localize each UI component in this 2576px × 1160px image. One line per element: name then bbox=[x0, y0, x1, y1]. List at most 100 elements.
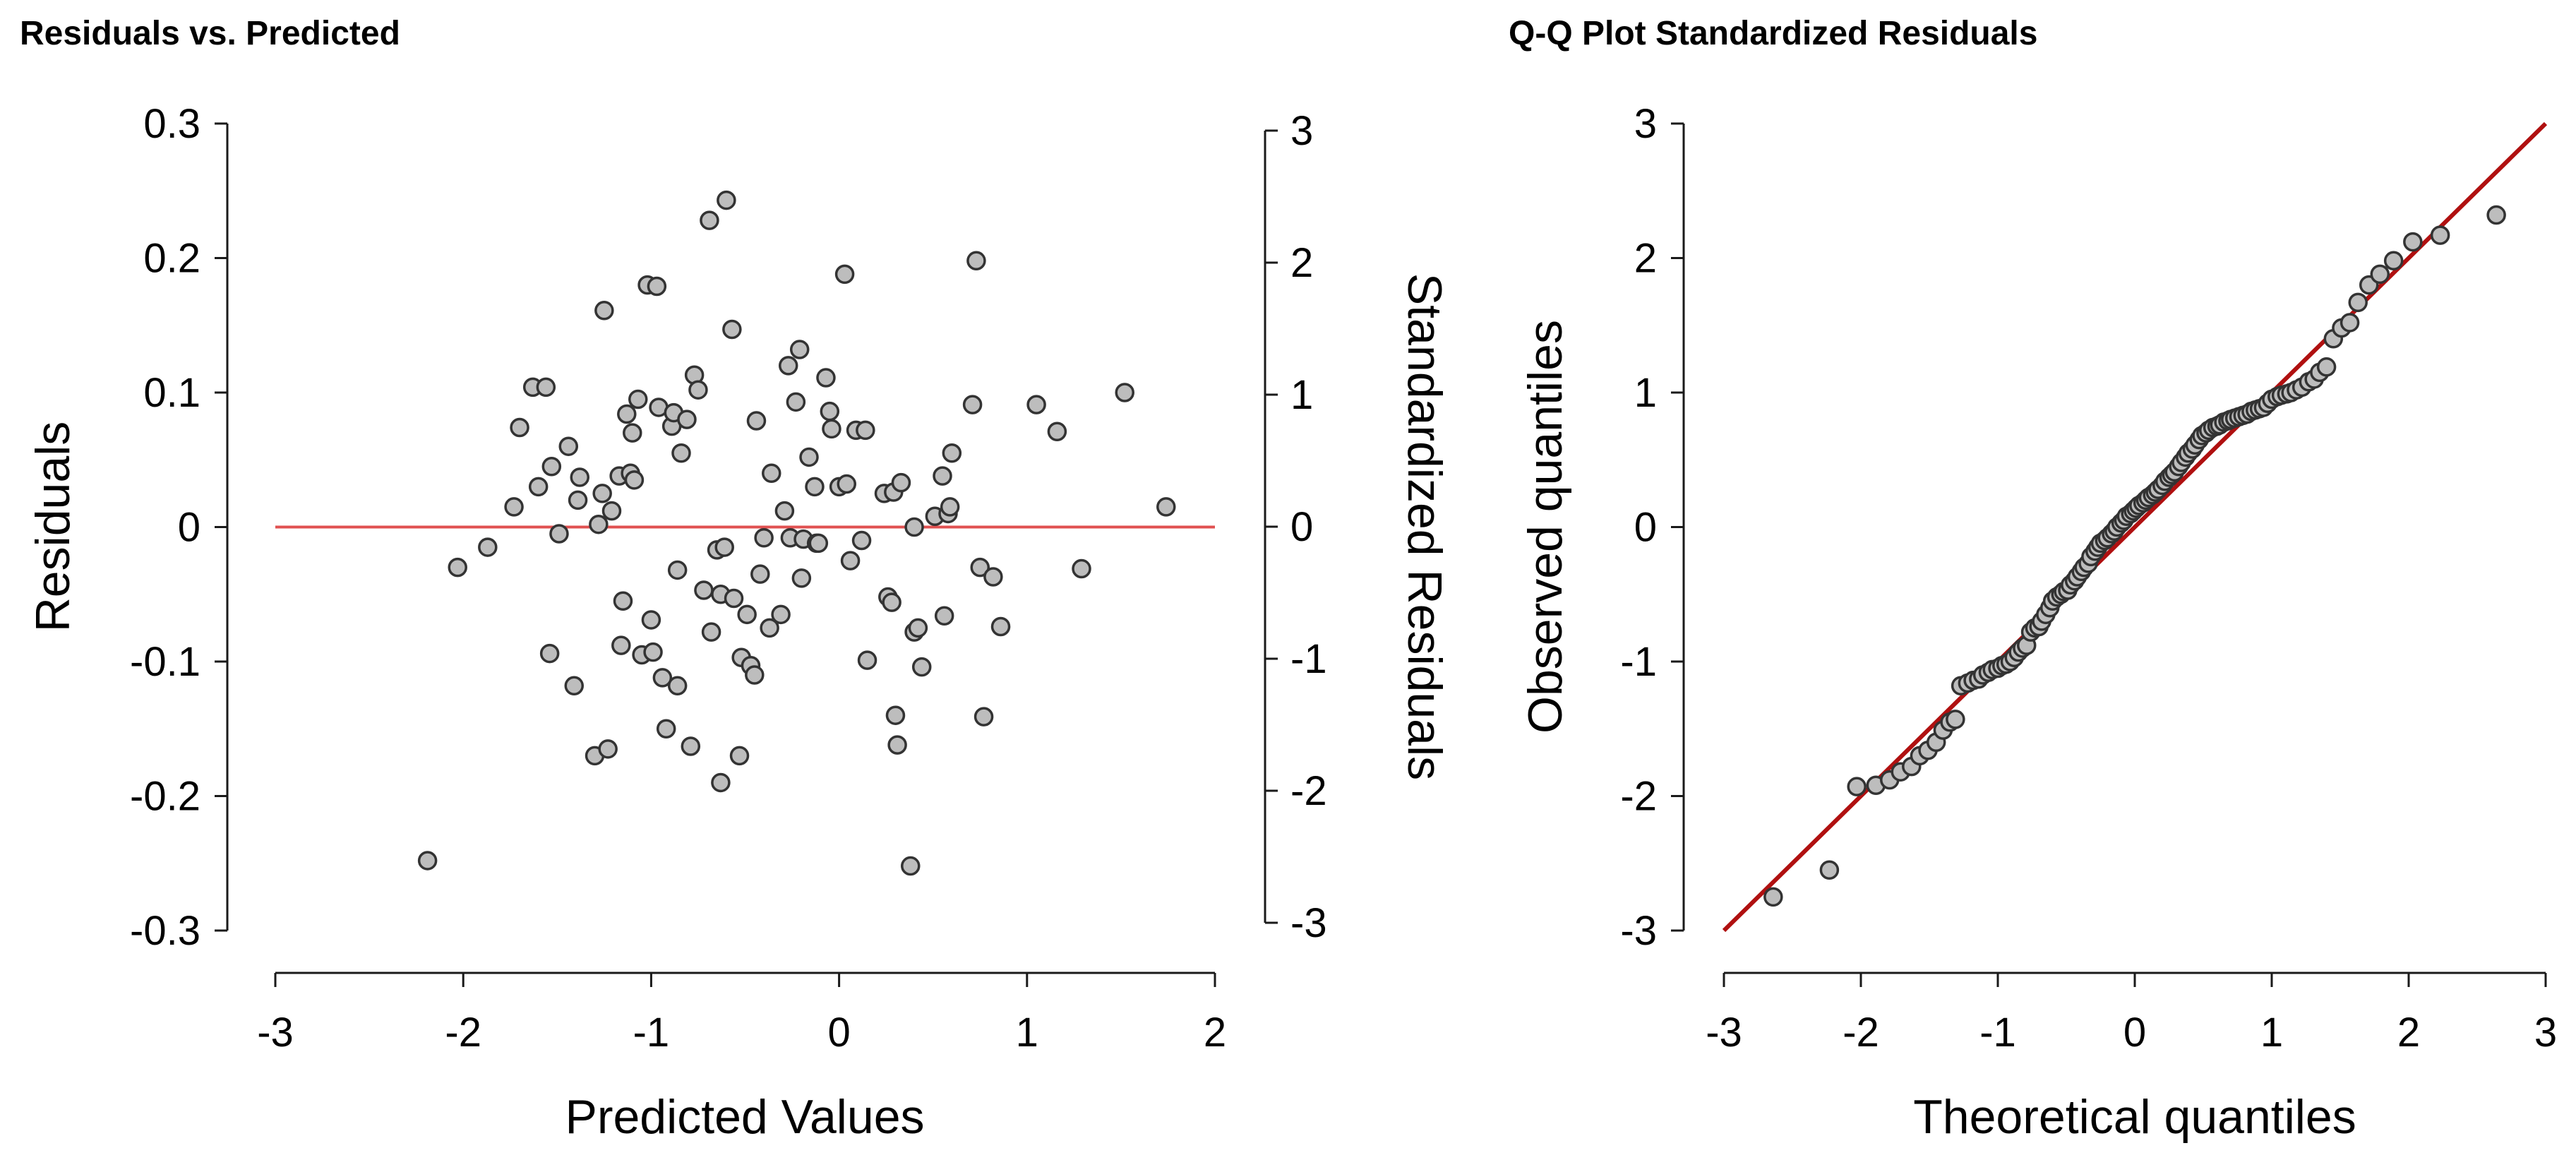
data-point bbox=[934, 606, 954, 626]
data-point bbox=[908, 618, 928, 638]
y-tick-label: -0.2 bbox=[130, 774, 200, 820]
y-tick-label: 1 bbox=[1634, 370, 1657, 416]
data-point bbox=[510, 417, 529, 438]
data-point bbox=[601, 501, 622, 521]
y2-axis-ticks: -3 -2 -1 0 1 2 3 bbox=[1265, 108, 1327, 946]
data-point bbox=[974, 707, 994, 727]
data-points bbox=[1763, 205, 2506, 907]
data-point bbox=[2370, 264, 2390, 285]
y-tick-label: 0 bbox=[178, 505, 200, 551]
x-tick-label: 3 bbox=[2534, 1010, 2557, 1056]
data-point bbox=[791, 568, 812, 588]
x-tick-label: -3 bbox=[257, 1010, 294, 1056]
data-point bbox=[681, 736, 701, 756]
y2-tick-label: 3 bbox=[1290, 108, 1313, 154]
y-axis-title: Residuals bbox=[26, 421, 80, 633]
data-point bbox=[624, 470, 645, 490]
data-point bbox=[816, 368, 836, 388]
y-axis-title: Observed quantiles bbox=[1518, 320, 1572, 734]
data-point bbox=[966, 251, 986, 271]
data-point bbox=[564, 676, 585, 696]
data-point bbox=[714, 537, 734, 557]
data-point bbox=[677, 409, 697, 429]
data-point bbox=[851, 530, 872, 551]
data-point bbox=[671, 443, 691, 463]
chart-title: Residuals vs. Predicted bbox=[20, 15, 400, 52]
data-point bbox=[594, 301, 614, 321]
data-point bbox=[786, 392, 806, 412]
x-tick-label: 2 bbox=[2397, 1010, 2420, 1056]
x-axis-ticks: -3 -2 -1 0 1 2 bbox=[257, 973, 1226, 1056]
data-point bbox=[528, 477, 549, 497]
data-point bbox=[933, 466, 952, 486]
data-point bbox=[990, 616, 1011, 637]
qq-reference-line bbox=[1722, 121, 2548, 933]
data-point bbox=[2430, 225, 2450, 245]
data-point bbox=[539, 643, 560, 664]
data-point bbox=[2348, 292, 2368, 313]
y-tick-label: -0.3 bbox=[130, 908, 200, 954]
data-point bbox=[901, 856, 921, 876]
x-tick-label: -1 bbox=[1979, 1010, 2016, 1056]
data-point bbox=[750, 564, 770, 584]
qq-plot-panel: Q-Q Plot Standardized Residuals -3 -2 -1 0 1… bbox=[1509, 15, 2557, 1144]
x-tick-label: -1 bbox=[633, 1010, 670, 1056]
x-tick-label: 0 bbox=[827, 1010, 850, 1056]
chart-title: Q-Q Plot Standardized Residuals bbox=[1509, 15, 2037, 52]
data-point bbox=[1156, 497, 1176, 517]
data-point bbox=[617, 404, 637, 424]
data-point bbox=[448, 557, 467, 578]
data-point bbox=[799, 447, 819, 467]
data-point bbox=[667, 676, 688, 696]
x-tick-label: -2 bbox=[445, 1010, 481, 1056]
data-point bbox=[911, 657, 932, 677]
data-point bbox=[856, 420, 875, 441]
data-point bbox=[885, 705, 906, 725]
data-point bbox=[942, 443, 962, 463]
data-point bbox=[983, 567, 1003, 587]
data-point bbox=[837, 474, 856, 494]
data-point bbox=[1847, 777, 1867, 796]
data-point bbox=[717, 190, 736, 210]
x-tick-label: 2 bbox=[1204, 1010, 1226, 1056]
data-point bbox=[2316, 357, 2337, 377]
data-point bbox=[570, 467, 589, 487]
data-point bbox=[840, 551, 861, 570]
data-point bbox=[417, 851, 438, 871]
data-point bbox=[857, 650, 877, 670]
data-point bbox=[536, 377, 556, 397]
x-tick-label: -2 bbox=[1843, 1010, 1879, 1056]
data-point bbox=[643, 642, 663, 662]
data-point bbox=[762, 463, 781, 484]
data-point bbox=[700, 210, 719, 230]
data-point bbox=[1047, 421, 1067, 441]
data-point bbox=[504, 497, 524, 517]
y-tick-label: 0 bbox=[1634, 505, 1657, 551]
data-point bbox=[652, 668, 673, 688]
data-point bbox=[904, 517, 924, 537]
data-point bbox=[805, 477, 825, 497]
data-point bbox=[729, 746, 750, 766]
data-point bbox=[628, 389, 648, 409]
data-point bbox=[694, 580, 714, 600]
data-point bbox=[891, 472, 911, 493]
data-point bbox=[737, 604, 757, 625]
x-tick-label: 1 bbox=[2260, 1010, 2283, 1056]
y2-tick-label: -1 bbox=[1290, 636, 1327, 682]
data-point bbox=[656, 719, 676, 739]
data-point bbox=[1026, 395, 1046, 414]
data-point bbox=[711, 772, 731, 793]
data-point bbox=[558, 436, 579, 456]
data-points bbox=[417, 190, 1176, 876]
data-point bbox=[754, 527, 774, 548]
data-point bbox=[541, 457, 562, 477]
data-point bbox=[771, 604, 791, 625]
residuals-vs-predicted-panel: Residuals vs. Predicted -0.3 -0.2 -0.1 0 0.1… bbox=[20, 15, 1451, 1144]
data-point bbox=[589, 514, 609, 534]
x-tick-label: 0 bbox=[2123, 1010, 2146, 1056]
data-point bbox=[724, 588, 744, 609]
y-axis-ticks: -0.3 -0.2 -0.1 0 0.1 0.2 0.3 bbox=[130, 101, 227, 954]
y-tick-label: -0.1 bbox=[130, 639, 200, 685]
data-point bbox=[592, 484, 612, 503]
